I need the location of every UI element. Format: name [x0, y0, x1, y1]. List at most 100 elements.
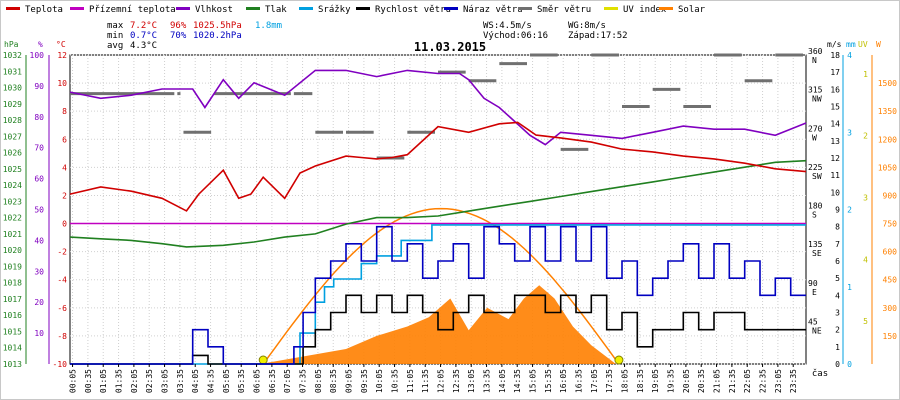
legend-swatch: [70, 7, 84, 10]
x-tick-label: 10:05: [375, 369, 384, 393]
chart-title: 11.03.2015: [414, 40, 486, 54]
stat-max-temp: 7.2°C: [130, 21, 157, 31]
humidity-tick-label: 80: [34, 113, 44, 122]
x-tick-label: 19:35: [667, 369, 676, 393]
solar-axis-title: W: [876, 40, 881, 49]
x-tick-label: 05:05: [222, 369, 231, 393]
x-tick-label: 15:05: [529, 369, 538, 393]
stat-wind-gust: WG:8m/s: [568, 21, 606, 31]
x-tick-label: 00:35: [84, 369, 93, 393]
x-tick-label: 18:05: [621, 369, 630, 393]
direction-tick-label: 90: [808, 279, 818, 288]
wind-speed-tick-label: 5: [835, 274, 840, 283]
x-tick-label: 22:35: [759, 369, 768, 393]
hpa-tick-label: 1026: [3, 149, 22, 158]
x-tick-label: 11:05: [406, 369, 415, 393]
x-tick-label: 18:35: [636, 369, 645, 393]
rain-tick-label: 0: [847, 360, 852, 369]
solar-tick-label: 450: [883, 276, 898, 285]
series-line-tlak: [69, 159, 807, 248]
uv-tick-label: 2: [863, 132, 868, 141]
x-tick-label: 03:35: [176, 369, 185, 393]
x-tick-label: 16:05: [559, 369, 568, 393]
legend-swatch: [444, 7, 458, 10]
wind-speed-tick-label: 10: [830, 188, 840, 197]
direction-tick-label: 270: [808, 124, 823, 133]
wind-speed-tick-label: 3: [835, 309, 840, 318]
sun-event-marker: [258, 355, 268, 365]
humidity-tick-label: 30: [34, 267, 44, 276]
legend-swatch: [6, 7, 20, 10]
hpa-tick-label: 1032: [3, 51, 22, 60]
x-tick-label: 05:35: [237, 369, 246, 393]
x-tick-label: 01:35: [115, 369, 124, 393]
temperature-tick-label: -6: [57, 304, 67, 313]
uv-tick-label: 3: [863, 194, 868, 203]
series-line-sr-ky: [70, 224, 806, 365]
temperature-tick-label: 4: [62, 163, 67, 172]
temperature-tick-label: 8: [62, 107, 67, 116]
x-tick-label: 20:35: [697, 369, 706, 393]
x-tick-label: 07:35: [299, 369, 308, 393]
legend-swatch: [176, 7, 190, 10]
stat-avg-label: avg: [107, 41, 123, 51]
series-line-rychlost-v-tru: [70, 294, 806, 365]
wind-speed-tick-label: 2: [835, 326, 840, 335]
direction-tick-label: 225: [808, 163, 823, 172]
wind-speed-tick-label: 16: [830, 85, 840, 94]
temperature-tick-label: 6: [62, 135, 67, 144]
hpa-tick-label: 1028: [3, 116, 22, 125]
x-tick-label: 06:35: [268, 369, 277, 393]
plot-grid: [69, 54, 807, 365]
solar-tick-label: 1500: [878, 79, 897, 88]
series-line-teplota: [69, 121, 807, 212]
temperature-tick-label: -4: [57, 276, 67, 285]
hpa-tick-label: 1015: [3, 328, 22, 337]
x-tick-label: 02:05: [130, 369, 139, 393]
legend-label: Rychlost větru: [375, 5, 451, 15]
x-tick-label: 01:05: [99, 369, 108, 393]
x-tick-label: 23:05: [774, 369, 783, 393]
direction-tick-label: 360: [808, 47, 823, 56]
x-tick-label: 11:35: [421, 369, 430, 393]
hpa-tick-label: 1023: [3, 197, 22, 206]
x-tick-label: 04:05: [191, 369, 200, 393]
x-axis-unit: čas: [812, 368, 828, 379]
solar-theoretical-line: [262, 207, 620, 365]
wind-speed-tick-label: 4: [835, 291, 840, 300]
wind-speed-tick-label: 6: [835, 257, 840, 266]
x-tick-label: 00:05: [69, 369, 78, 393]
rain-tick-label: 1: [847, 283, 852, 292]
compass-label: NE: [812, 326, 822, 335]
wind-speed-tick-label: 11: [830, 171, 840, 180]
x-tick-label: 02:35: [145, 369, 154, 393]
x-tick-label: 03:05: [161, 369, 170, 393]
x-tick-label: 15:35: [544, 369, 553, 393]
compass-label: SE: [812, 249, 822, 258]
uv-axis-title: UV: [858, 40, 868, 49]
humidity-axis-title: %: [38, 40, 43, 49]
stat-wind-speed: WS:4.5m/s: [483, 21, 532, 31]
compass-label: S: [812, 211, 817, 220]
sun-event-marker: [614, 355, 624, 365]
wind-speed-tick-label: 17: [830, 68, 840, 77]
temperature-tick-label: 0: [62, 220, 67, 229]
solar-tick-label: 1050: [878, 163, 897, 172]
stat-max-press: 1025.5hPa: [193, 21, 242, 31]
compass-label: W: [812, 133, 817, 142]
legend-label: Směr větru: [537, 5, 591, 15]
temperature-tick-label: -2: [57, 248, 67, 257]
temperature-tick-label: 10: [57, 79, 67, 88]
hpa-tick-label: 1022: [3, 214, 22, 223]
wind-speed-tick-label: 18: [830, 51, 840, 60]
x-tick-label: 09:05: [345, 369, 354, 393]
stat-sunset: Západ:17:52: [568, 31, 628, 41]
direction-tick-label: 135: [808, 240, 823, 249]
direction-tick-label: 180: [808, 202, 823, 211]
x-tick-label: 21:35: [728, 369, 737, 393]
x-tick-label: 12:35: [452, 369, 461, 393]
x-tick-label: 17:05: [590, 369, 599, 393]
x-tick-label: 09:35: [360, 369, 369, 393]
legend-swatch: [659, 7, 673, 10]
